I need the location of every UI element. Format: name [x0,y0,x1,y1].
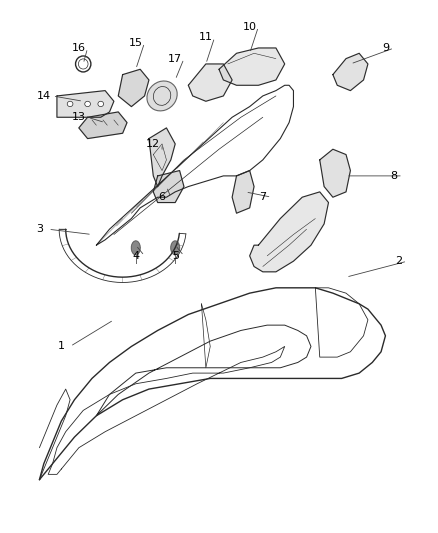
Text: 8: 8 [391,171,398,181]
Text: 16: 16 [72,43,86,53]
Text: 10: 10 [243,22,257,31]
Polygon shape [79,112,127,139]
Text: 1: 1 [58,342,65,351]
Text: 7: 7 [259,192,266,202]
Polygon shape [320,149,350,197]
Polygon shape [153,171,184,203]
Polygon shape [219,48,285,85]
Polygon shape [149,128,175,187]
Polygon shape [131,241,140,255]
Polygon shape [188,64,232,101]
Ellipse shape [147,81,177,111]
Text: 11: 11 [199,33,213,42]
Ellipse shape [67,101,73,107]
Text: 17: 17 [168,54,182,63]
Polygon shape [171,241,180,255]
Text: 15: 15 [129,38,143,47]
Text: 14: 14 [37,91,51,101]
Text: 13: 13 [72,112,86,122]
Ellipse shape [98,101,103,107]
Polygon shape [118,69,149,107]
Text: 4: 4 [132,251,139,261]
Polygon shape [57,91,114,117]
Polygon shape [250,192,328,272]
Text: 2: 2 [395,256,402,266]
Ellipse shape [85,101,90,107]
Polygon shape [333,53,368,91]
Text: 9: 9 [382,43,389,53]
Text: 5: 5 [172,251,179,261]
Polygon shape [232,171,254,213]
Text: 6: 6 [159,192,166,202]
Text: 3: 3 [36,224,43,234]
Text: 12: 12 [146,139,160,149]
